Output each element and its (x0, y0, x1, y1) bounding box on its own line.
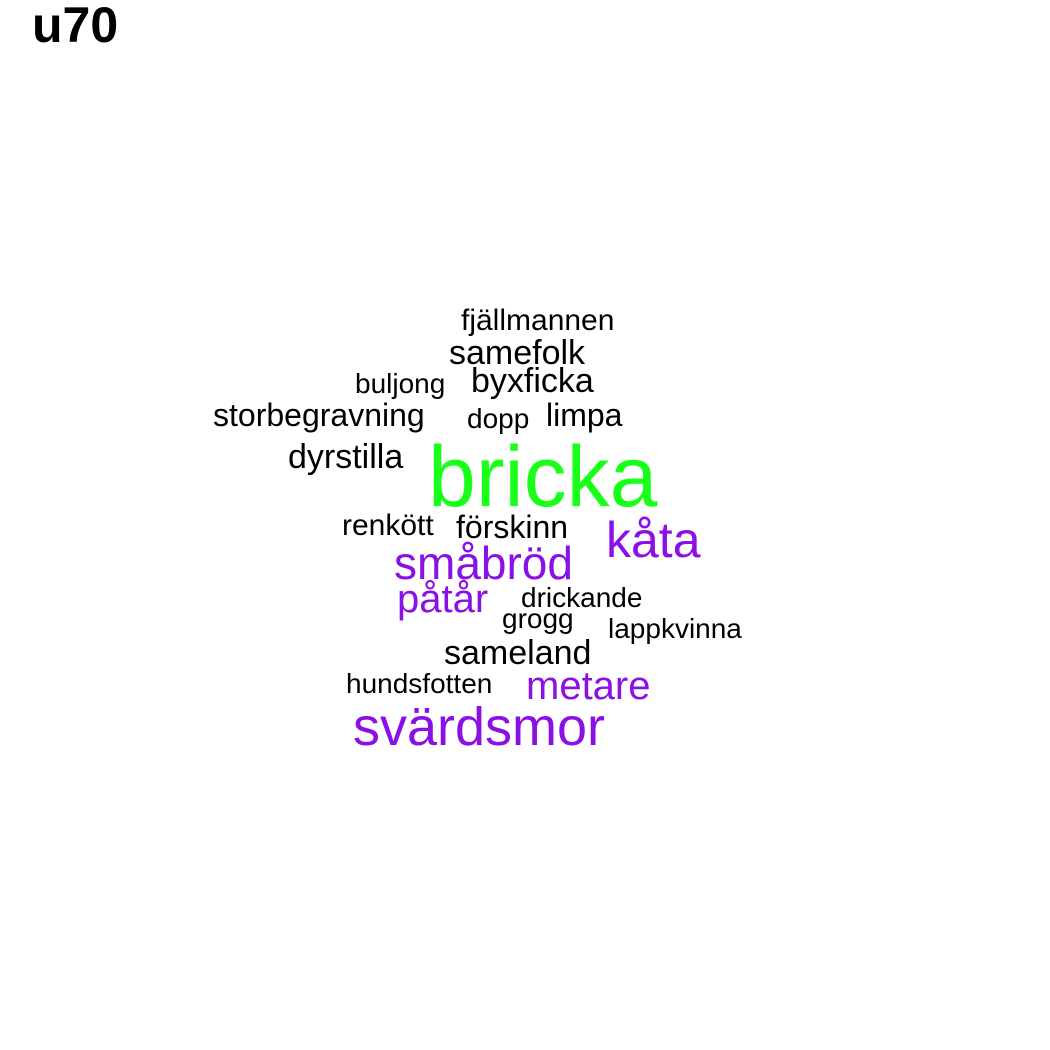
word-limpa: limpa (546, 397, 623, 433)
word-dopp: dopp (467, 403, 530, 434)
word-hundsfotten: hundsfotten (346, 668, 493, 699)
page-title: u70 (32, 0, 119, 53)
word-patar: påtår (397, 577, 489, 621)
word-drickande: drickande (521, 582, 643, 613)
word-svardsmor: svärdsmor (353, 697, 606, 757)
word-samefolk: samefolk (449, 334, 586, 372)
word-dyrstilla: dyrstilla (288, 438, 404, 476)
word-forskinn: förskinn (456, 509, 569, 545)
word-lappkvinna: lappkvinna (608, 613, 742, 644)
word-storbegravning: storbegravning (213, 397, 425, 433)
word-sameland: sameland (444, 634, 592, 672)
word-fjallmannen: fjällmannen (461, 304, 615, 337)
word-bricka: bricka (428, 429, 658, 525)
word-metare: metare (526, 664, 651, 708)
word-kata: kåta (606, 512, 701, 568)
word-grogg: grogg (502, 603, 574, 634)
word-smabrod: småbröd (394, 537, 573, 589)
word-renkott: renkött (342, 509, 434, 542)
word-byxficka: byxficka (471, 362, 594, 400)
word-buljong: buljong (355, 368, 446, 399)
